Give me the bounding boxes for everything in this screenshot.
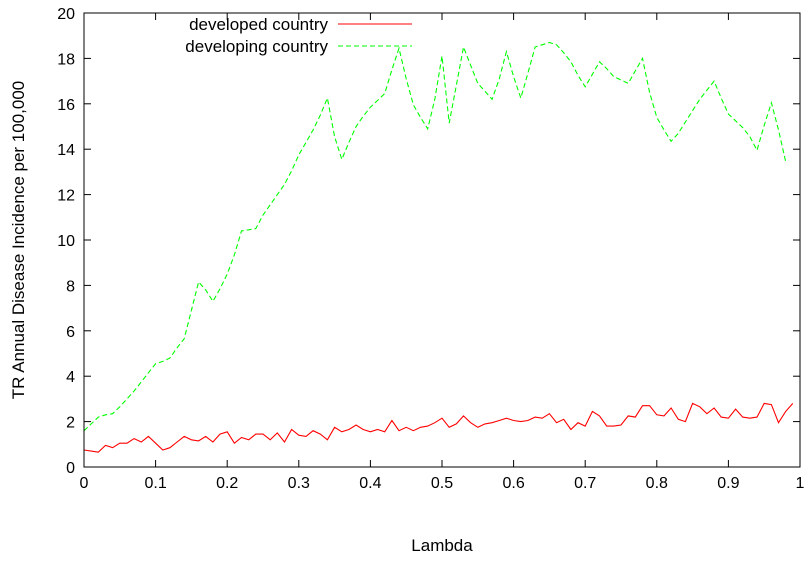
series-layer — [83, 41, 794, 453]
y-axis-label: TR Annual Disease Incidence per 100,000 — [9, 81, 28, 399]
y-tick-label: 16 — [57, 97, 75, 114]
x-tick-label: 0.2 — [216, 475, 238, 492]
y-tick-label: 20 — [57, 6, 75, 23]
y-tick-label: 14 — [57, 142, 75, 159]
series-line-2 — [83, 41, 787, 432]
series-line-1 — [83, 402, 794, 453]
x-tick-label: 0.9 — [717, 475, 739, 492]
y-tick-label: 6 — [66, 324, 75, 341]
x-axis-label: Lambda — [411, 536, 473, 555]
legend-label-1: developed country — [189, 15, 328, 34]
x-tick-label: 0.7 — [574, 475, 596, 492]
legend-label-2: developing country — [185, 37, 328, 56]
y-tick-label: 12 — [57, 188, 75, 205]
y-tick-label: 10 — [57, 233, 75, 250]
x-tick-label: 0.8 — [646, 475, 668, 492]
legend: developed country developing country — [185, 15, 412, 56]
y-tick-label: 8 — [66, 278, 75, 295]
x-tick-label: 0.3 — [288, 475, 310, 492]
x-tick-label: 0.5 — [431, 475, 453, 492]
x-tick-label: 0 — [80, 475, 89, 492]
x-tick-label: 1 — [796, 475, 805, 492]
y-tick-label: 4 — [66, 369, 75, 386]
x-tick-label: 0.6 — [502, 475, 524, 492]
x-tick-label: 0.1 — [144, 475, 166, 492]
y-tick-label: 18 — [57, 51, 75, 68]
axis-ticks: 0 0.1 0.2 0.3 0.4 0.5 0.6 0.7 0.8 0.9 102468101214… — [57, 6, 804, 492]
x-tick-label: 0.4 — [359, 475, 381, 492]
y-tick-label: 2 — [66, 415, 75, 432]
y-tick-label: 0 — [66, 460, 75, 477]
plot-frame — [83, 12, 801, 468]
